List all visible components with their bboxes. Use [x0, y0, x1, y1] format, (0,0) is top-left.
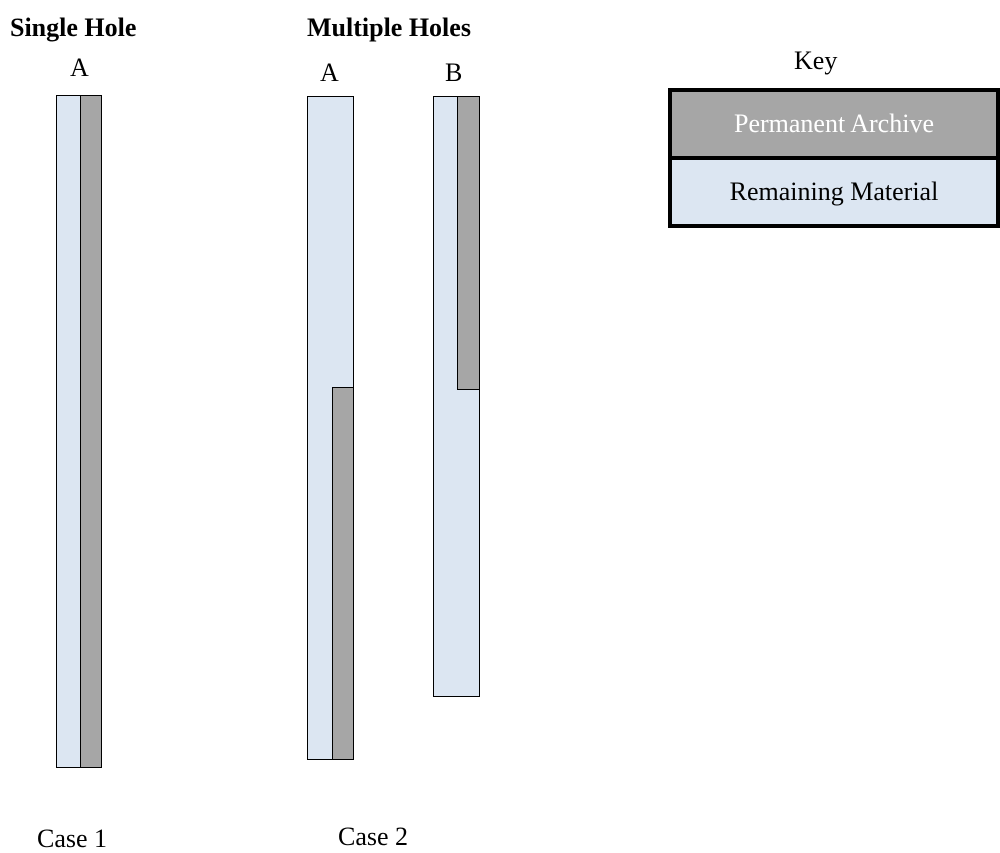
multiple-holes-heading: Multiple Holes [307, 13, 471, 42]
key-remaining-material-label: Remaining Material [729, 177, 939, 206]
case1-core-a-remaining-half [56, 95, 81, 768]
case1-core-a-archive-half [80, 95, 102, 768]
case2-core-b-archive-upper [457, 96, 480, 390]
key-permanent-archive-label: Permanent Archive [734, 109, 934, 138]
case2-core-a-archive-lower [332, 387, 354, 760]
key-permanent-archive: Permanent Archive [668, 88, 1000, 160]
case2-core-a-label: A [320, 58, 339, 87]
case1-label: Case 1 [37, 824, 108, 853]
case2-label: Case 2 [338, 822, 409, 851]
case2-core-b-label: B [445, 58, 463, 87]
single-hole-heading: Single Hole [10, 13, 137, 42]
key-title: Key [794, 46, 838, 75]
key-remaining-material: Remaining Material [668, 156, 1000, 228]
case1-core-a-label: A [70, 53, 89, 82]
